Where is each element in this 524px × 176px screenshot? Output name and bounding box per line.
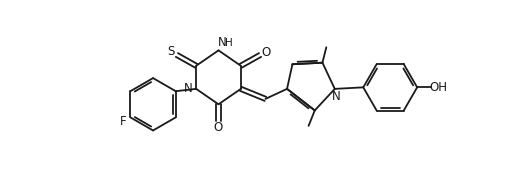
Text: N: N xyxy=(332,90,341,103)
Text: O: O xyxy=(261,46,271,59)
Text: O: O xyxy=(214,121,223,134)
Text: N: N xyxy=(218,36,227,49)
Text: N: N xyxy=(184,82,193,95)
Text: F: F xyxy=(120,115,127,128)
Text: OH: OH xyxy=(430,81,447,94)
Text: S: S xyxy=(167,45,174,58)
Text: H: H xyxy=(225,38,233,48)
